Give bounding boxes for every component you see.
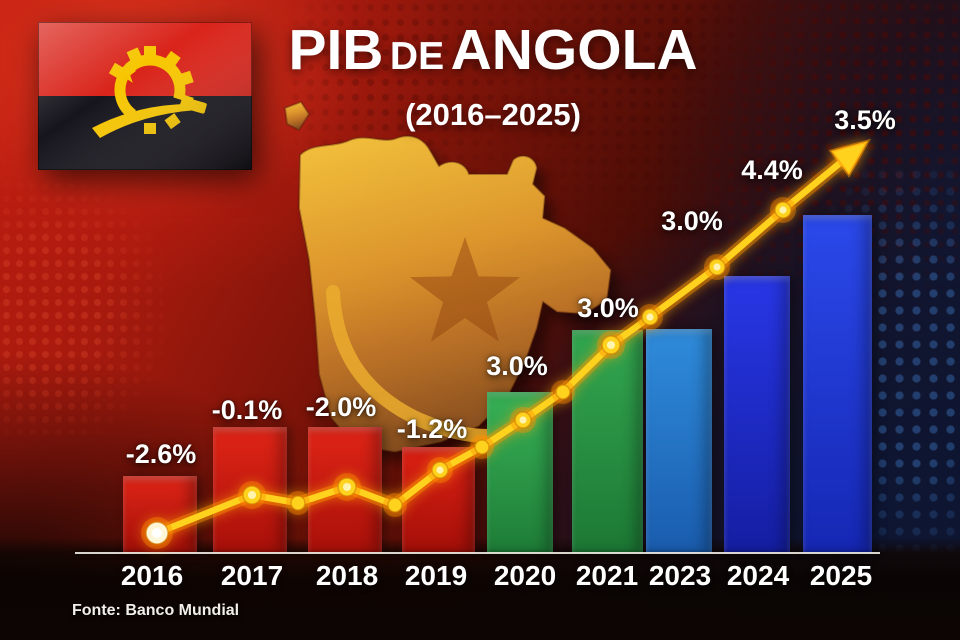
- value-label-2017: -0.1%: [211, 395, 283, 425]
- bar-2024: [724, 276, 790, 553]
- year-label-2025: 2025: [809, 560, 873, 591]
- page-title: PIB DE ANGOLA (2016–2025): [233, 20, 753, 134]
- value-label-2020: 3.0%: [486, 351, 548, 381]
- year-label-2020: 2020: [493, 560, 557, 591]
- year-label-2018: 2018: [315, 560, 379, 591]
- flag-sheen: [38, 22, 252, 170]
- value-label-2025: 3.5%: [834, 105, 896, 135]
- value-label-2023: 3.0%: [661, 206, 723, 236]
- year-label-2021: 2021: [575, 560, 639, 591]
- map-cabinda-exclave: [283, 100, 311, 132]
- flag-border: [38, 22, 252, 170]
- title-de: DE: [389, 35, 445, 78]
- title-period: (2016–2025): [405, 97, 581, 132]
- bar-2017: [213, 427, 287, 553]
- value-label-2021: 3.0%: [577, 293, 639, 323]
- value-label-2016: -2.6%: [125, 439, 197, 469]
- value-label-2024: 4.4%: [741, 155, 803, 185]
- value-label-2018: -2.0%: [305, 392, 377, 422]
- year-label-2024: 2024: [726, 560, 790, 591]
- bar-2023: [646, 329, 712, 553]
- x-axis-line: [75, 552, 880, 554]
- title-pib: PIB: [288, 18, 384, 82]
- year-label-2023: 2023: [648, 560, 712, 591]
- year-label-2017: 2017: [220, 560, 284, 591]
- bottom-dark-band: [0, 538, 960, 640]
- year-label-2016: 2016: [120, 560, 184, 591]
- bar-2016: [123, 476, 197, 553]
- title-angola: ANGOLA: [450, 18, 698, 82]
- year-label-2019: 2019: [404, 560, 468, 591]
- bar-2020: [487, 392, 553, 553]
- angola-flag: [38, 22, 252, 170]
- bar-2018: [308, 427, 382, 553]
- bar-2025: [803, 215, 872, 553]
- value-label-2019: -1.2%: [396, 414, 468, 444]
- title-line: PIB DE ANGOLA: [233, 20, 753, 95]
- source-note: Fonte: Banco Mundial: [72, 602, 240, 619]
- bar-2019: [402, 447, 475, 553]
- bar-2021: [572, 330, 643, 553]
